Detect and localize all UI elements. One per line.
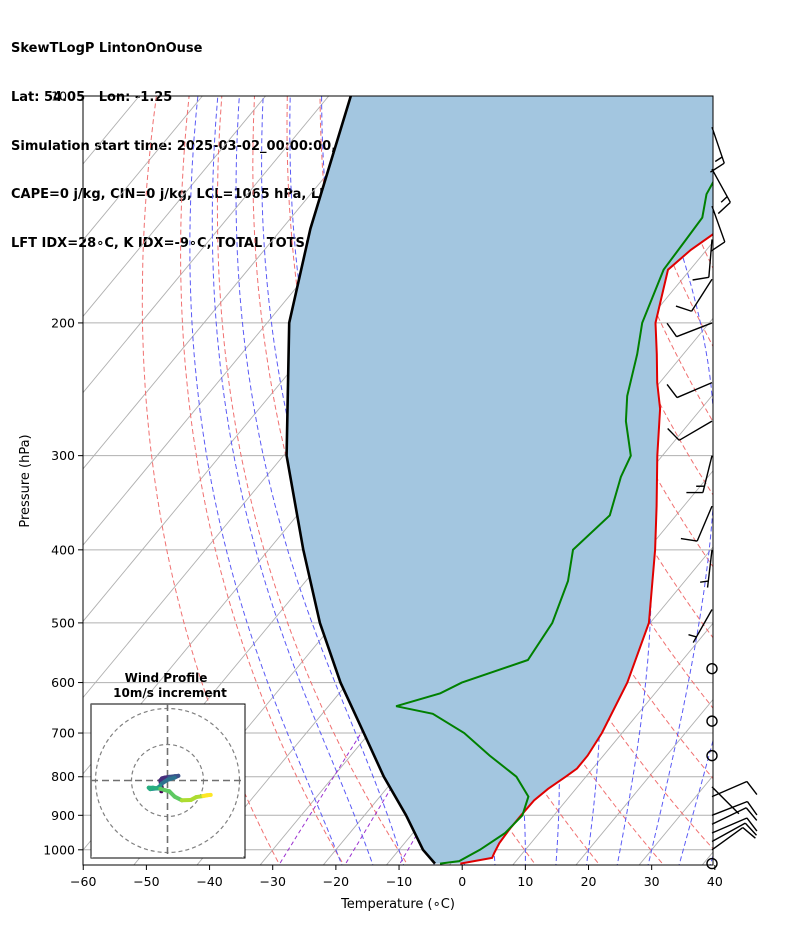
wind-barb [667, 420, 713, 441]
isotherm-line [575, 698, 713, 865]
x-tick-label: 0 [458, 874, 466, 889]
dry-adiabat [745, 96, 794, 869]
isotherm-line [83, 96, 203, 241]
wind-barb [711, 807, 758, 825]
dry-adiabat [450, 96, 713, 709]
isotherm-line [0, 96, 76, 866]
wind-barb [686, 455, 713, 494]
wind-barb [711, 817, 758, 834]
x-tick-label: −50 [133, 874, 159, 889]
y-tick-label: 500 [51, 615, 75, 630]
x-tick-label: −30 [260, 874, 286, 889]
dry-adiabat [712, 96, 713, 99]
x-tick-label: 20 [581, 874, 597, 889]
isotherm-line [83, 96, 393, 470]
dry-adiabat [180, 96, 345, 865]
wind-barb [711, 826, 756, 851]
y-tick-label: 200 [51, 315, 75, 330]
wind-barb-calm [706, 857, 718, 870]
x-tick-label: 40 [707, 874, 723, 889]
wind-barb [666, 322, 713, 338]
wind-barb [711, 786, 740, 815]
plot-frame [82, 95, 714, 866]
wind-barb [700, 549, 713, 588]
parcel-temperature-shading [286, 96, 713, 864]
wind-barb [666, 381, 713, 399]
wind-barb [710, 205, 726, 252]
wind-barb-calm [706, 749, 718, 762]
moist-adiabat [235, 96, 405, 865]
wind-barb [680, 505, 713, 542]
wind-barb-calm [706, 662, 718, 675]
x-tick-label: −40 [196, 874, 222, 889]
y-axis-label: Pressure (hPa) [18, 434, 33, 527]
isotherm-line [83, 96, 266, 318]
y-tick-label: 900 [51, 808, 75, 823]
dewpoint-profile-line [395, 180, 713, 865]
dry-adiabat [216, 96, 409, 865]
wind-barb [711, 822, 758, 843]
dry-adiabat [778, 96, 794, 869]
y-tick-label: 600 [51, 675, 75, 690]
x-tick-label: 30 [644, 874, 660, 889]
y-tick-label: 800 [51, 769, 75, 784]
x-tick-label: −10 [386, 874, 412, 889]
moist-adiabat [189, 96, 343, 865]
x-axis-label: Temperature (∘C) [340, 897, 455, 912]
wind-barb-calm [706, 715, 718, 727]
axes-ticks: −60 −50 −40 −30 −20 −10 0 10 20 30 40 1000 900 800 700… [43, 89, 723, 890]
hodograph-plot [91, 704, 245, 858]
wind-barb [711, 800, 758, 816]
wind-barb [688, 609, 713, 643]
wind-barb [711, 168, 731, 215]
y-tick-label: 100 [51, 89, 75, 104]
y-tick-label: 1000 [43, 842, 75, 857]
wind-barb [710, 126, 725, 173]
moist-adiabat [211, 96, 374, 865]
wind-barb [675, 278, 713, 312]
y-tick-label: 400 [51, 542, 75, 557]
moist-adiabat [740, 96, 794, 869]
y-tick-label: 700 [51, 726, 75, 741]
hodograph-title: Wind Profile [125, 671, 208, 685]
plot-area [0, 96, 794, 869]
x-tick-label: −60 [70, 874, 96, 889]
header-location: Lat: 54.05 Lon: -1.25 [11, 90, 173, 106]
x-tick-label: −20 [323, 874, 349, 889]
moist-adiabat [709, 854, 713, 865]
moist-adiabat [633, 96, 713, 865]
hodograph-subtitle: 10m/s increment [113, 686, 227, 700]
isotherm-line [512, 622, 713, 865]
header-title: SkewTLogP LintonOnOuse [11, 41, 203, 57]
wind-barbs [666, 126, 758, 870]
isotherm-line [83, 96, 330, 394]
wind-barb [692, 239, 713, 281]
y-tick-label: 300 [51, 448, 75, 463]
isotherm-line [701, 851, 713, 865]
wind-barb [711, 780, 758, 798]
x-tick-label: 10 [517, 874, 533, 889]
dry-adiabat [141, 96, 281, 865]
parcel-profile-line [285, 96, 436, 865]
dry-adiabat [581, 96, 713, 423]
